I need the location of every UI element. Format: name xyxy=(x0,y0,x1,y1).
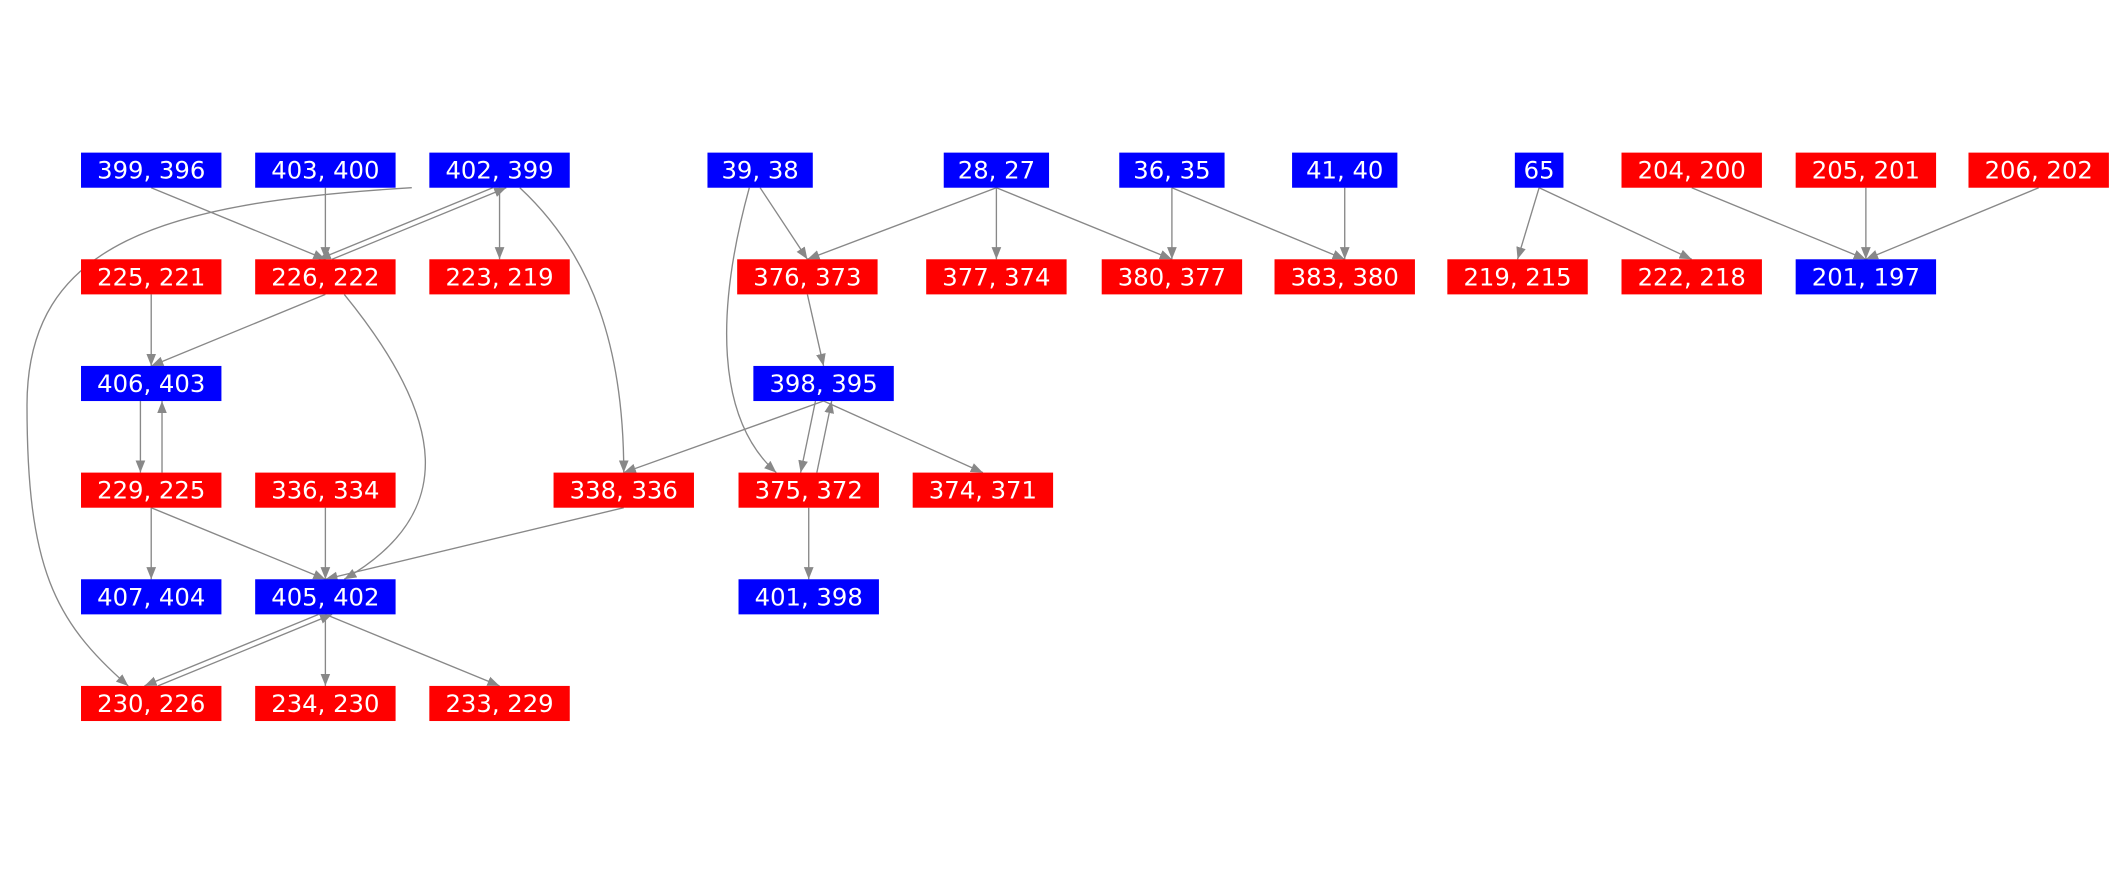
node-label: 406, 403 xyxy=(97,369,205,398)
node-box xyxy=(753,365,894,402)
node-box xyxy=(738,579,879,615)
node-box xyxy=(1621,259,1762,295)
edge-arrow xyxy=(807,187,997,260)
node-box xyxy=(81,472,222,508)
node-box xyxy=(255,579,396,615)
edge-arrow xyxy=(1171,187,1345,260)
node-label: 398, 395 xyxy=(769,369,877,398)
edge-arrow xyxy=(1538,187,1692,260)
node-box xyxy=(1514,152,1564,188)
edge-arrow xyxy=(150,293,326,367)
edge-arrow xyxy=(623,400,824,474)
node-label: 39, 38 xyxy=(721,156,798,185)
node-label: 230, 226 xyxy=(97,689,205,718)
node-label: 226, 222 xyxy=(271,262,379,291)
node-label: 219, 215 xyxy=(1463,262,1571,291)
edge-arrow xyxy=(1516,187,1540,260)
node-label: 206, 202 xyxy=(1985,156,2093,185)
node-box xyxy=(255,472,396,508)
edge-arrow xyxy=(343,293,426,580)
node-label: 401, 398 xyxy=(755,582,863,611)
node-box xyxy=(81,259,222,295)
node-label: 374, 371 xyxy=(929,476,1037,505)
edge-arrow xyxy=(1691,187,1867,260)
node-label: 201, 197 xyxy=(1812,262,1920,291)
node-label: 225, 221 xyxy=(97,262,205,291)
node-label: 205, 201 xyxy=(1812,156,1920,185)
node-label: 383, 380 xyxy=(1291,262,1399,291)
edge-arrow xyxy=(806,294,826,367)
node-label: 65 xyxy=(1524,156,1555,185)
node-box xyxy=(1795,152,1937,188)
edge-arrow xyxy=(150,507,326,580)
node-box xyxy=(255,259,396,295)
node-box xyxy=(1621,152,1762,188)
node-label: 375, 372 xyxy=(755,476,863,505)
edge-arrow xyxy=(150,187,326,260)
node-label: 405, 402 xyxy=(271,582,379,611)
node-box xyxy=(1968,152,2109,188)
edge-arrow xyxy=(996,187,1173,260)
node-box xyxy=(429,685,570,722)
node-label: 403, 400 xyxy=(271,156,379,185)
node-box xyxy=(255,685,396,722)
node-box xyxy=(1447,259,1588,295)
node-label: 204, 200 xyxy=(1638,156,1746,185)
node-label: 407, 404 xyxy=(97,582,205,611)
node-box xyxy=(738,472,879,508)
edge-arrow xyxy=(759,187,808,260)
node-box xyxy=(1795,259,1937,295)
edge-arrow xyxy=(318,187,494,260)
edge-arrow xyxy=(519,187,629,473)
node-box xyxy=(707,152,813,188)
node-label: 402, 399 xyxy=(445,156,553,185)
node-box xyxy=(1101,259,1243,295)
node-box xyxy=(1119,152,1225,188)
node-label: 380, 377 xyxy=(1118,262,1226,291)
edges xyxy=(26,187,2039,687)
edge-arrow xyxy=(816,400,834,473)
edge-arrow xyxy=(144,613,319,687)
node-box xyxy=(81,152,222,188)
node-box xyxy=(943,152,1050,188)
node-box xyxy=(1274,259,1415,295)
node-label: 399, 396 xyxy=(97,156,205,185)
node-label: 336, 334 xyxy=(271,476,379,505)
node-label: 36, 35 xyxy=(1133,156,1210,185)
node-label: 41, 40 xyxy=(1306,156,1383,185)
node-box xyxy=(81,685,222,722)
node-box xyxy=(926,259,1067,295)
node-label: 222, 218 xyxy=(1638,262,1746,291)
node-label: 377, 374 xyxy=(942,262,1050,291)
node-box xyxy=(429,259,570,295)
node-label: 233, 229 xyxy=(445,689,553,718)
node-label: 234, 230 xyxy=(271,689,379,718)
node-box xyxy=(81,579,222,615)
node-box xyxy=(737,259,878,295)
node-label: 223, 219 xyxy=(445,262,553,291)
edge-arrow xyxy=(325,507,624,582)
node-box xyxy=(1292,152,1398,188)
edge-arrow xyxy=(1865,187,2039,260)
node-box xyxy=(912,472,1054,508)
node-label: 338, 336 xyxy=(570,476,678,505)
edge-arrow xyxy=(823,400,984,474)
edge-arrow xyxy=(798,400,817,473)
edge-arrow xyxy=(331,187,507,260)
edge-arrow xyxy=(325,613,500,687)
node-label: 28, 27 xyxy=(958,156,1035,185)
edge-arrow xyxy=(726,187,777,474)
nodes: 399, 396 403, 400 402, 399 39, 38 28, 27 36, … xyxy=(81,152,2109,722)
node-box xyxy=(429,152,570,188)
edge-arrow xyxy=(157,613,333,687)
node-box xyxy=(255,152,396,188)
node-label: 376, 373 xyxy=(753,262,861,291)
node-box xyxy=(81,365,222,402)
edge-arrow xyxy=(26,187,412,687)
node-label: 229, 225 xyxy=(97,476,205,505)
node-box xyxy=(553,472,694,508)
